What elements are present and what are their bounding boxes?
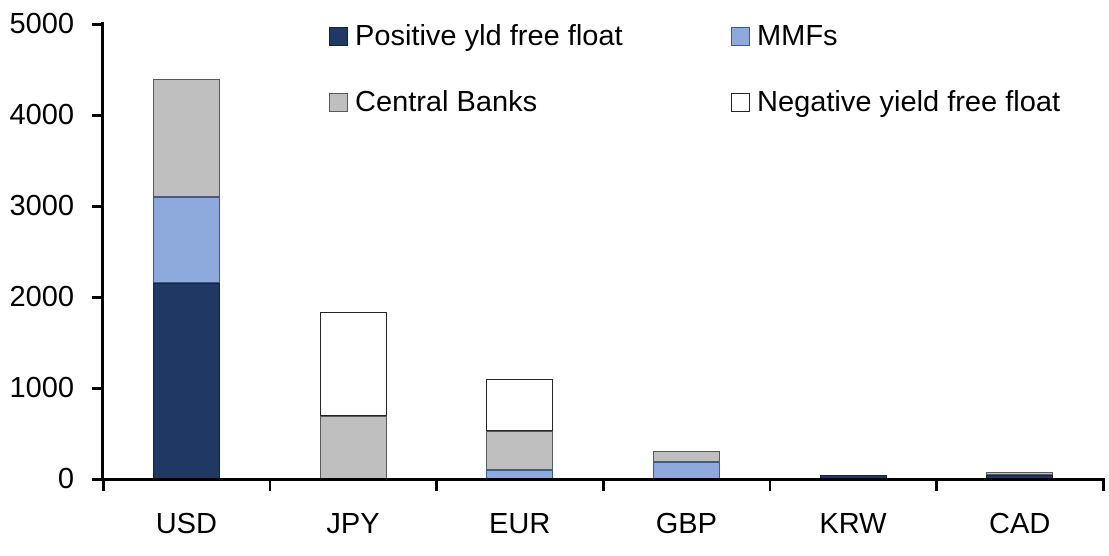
y-axis-tick: [92, 205, 101, 208]
x-axis-category-label: EUR: [489, 508, 551, 540]
y-axis-tick-label: 5000: [9, 8, 74, 40]
legend-label: Positive yld free float: [355, 20, 623, 52]
bar-segment: [319, 312, 387, 417]
x-axis-line: [101, 477, 1105, 481]
legend-item-positive-yld-free-float: Positive yld free float: [329, 19, 623, 53]
x-axis-category-label: JPY: [326, 508, 380, 540]
y-axis-tick-label: 3000: [9, 190, 74, 222]
y-axis-tick-label: 2000: [9, 281, 74, 313]
x-axis-tick: [768, 479, 772, 491]
x-axis-tick: [435, 479, 438, 491]
x-axis-tick: [1102, 479, 1105, 491]
bar-segment: [486, 430, 554, 470]
legend-label: MMFs: [757, 20, 838, 52]
bar-segment: [486, 378, 554, 431]
legend-item-negative-yield-free-float: Negative yield free float: [731, 85, 1060, 119]
bar-segment: [152, 78, 220, 197]
legend-label: Negative yield free float: [757, 86, 1061, 118]
legend-item-central-banks: Central Banks: [329, 85, 537, 119]
x-axis-tick: [935, 479, 938, 491]
legend-item-mmfs: MMFs: [731, 19, 838, 53]
bar-segment: [652, 450, 720, 462]
x-axis-tick: [102, 479, 105, 491]
legend-label: Central Banks: [355, 86, 538, 118]
y-axis-tick-label: 1000: [9, 372, 74, 404]
x-axis-tick: [602, 479, 605, 491]
y-axis-tick: [92, 23, 101, 26]
legend-marker-icon: [731, 92, 750, 112]
y-axis-tick-label: 4000: [9, 99, 74, 131]
y-axis-tick: [92, 387, 101, 390]
bar-segment: [152, 283, 220, 479]
legend-marker-icon: [731, 26, 750, 46]
bar-segment: [652, 461, 720, 479]
y-axis-tick: [92, 296, 101, 299]
bar-segment: [152, 196, 220, 284]
y-axis-tick: [92, 114, 101, 117]
legend-marker-icon: [329, 26, 348, 46]
bar-segment: [319, 416, 387, 479]
x-axis-category-label: CAD: [989, 508, 1051, 540]
y-axis-tick: [92, 478, 101, 481]
x-axis-category-label: KRW: [819, 508, 887, 540]
y-axis-line: [101, 22, 104, 481]
y-axis-tick-label: 0: [57, 463, 74, 495]
x-axis-category-label: GBP: [655, 508, 717, 540]
x-axis-category-label: USD: [155, 508, 217, 540]
x-axis-tick: [268, 479, 272, 491]
legend-marker-icon: [329, 92, 348, 112]
bar-segment: [986, 471, 1054, 476]
